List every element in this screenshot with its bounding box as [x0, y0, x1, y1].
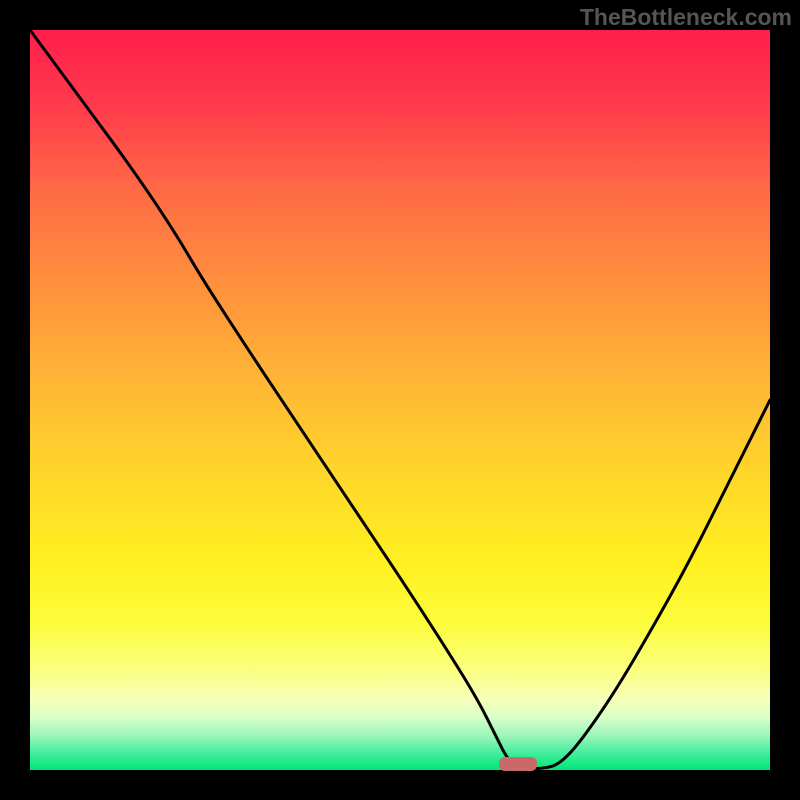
- watermark-text: TheBottleneck.com: [580, 4, 792, 31]
- plot-area: [30, 30, 770, 770]
- optimal-marker: [499, 757, 537, 771]
- bottleneck-curve: [30, 30, 770, 770]
